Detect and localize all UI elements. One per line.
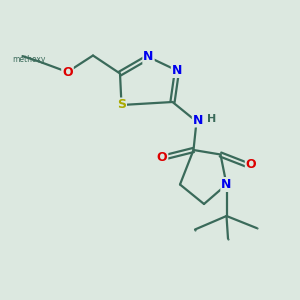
- Text: S: S: [117, 98, 126, 112]
- Text: N: N: [143, 50, 154, 64]
- Text: N: N: [193, 113, 203, 127]
- Text: H: H: [208, 113, 217, 124]
- Text: N: N: [172, 64, 182, 77]
- Text: O: O: [246, 158, 256, 172]
- Text: O: O: [157, 151, 167, 164]
- Text: methoxy: methoxy: [12, 56, 45, 64]
- Text: O: O: [62, 65, 73, 79]
- Text: N: N: [221, 178, 232, 191]
